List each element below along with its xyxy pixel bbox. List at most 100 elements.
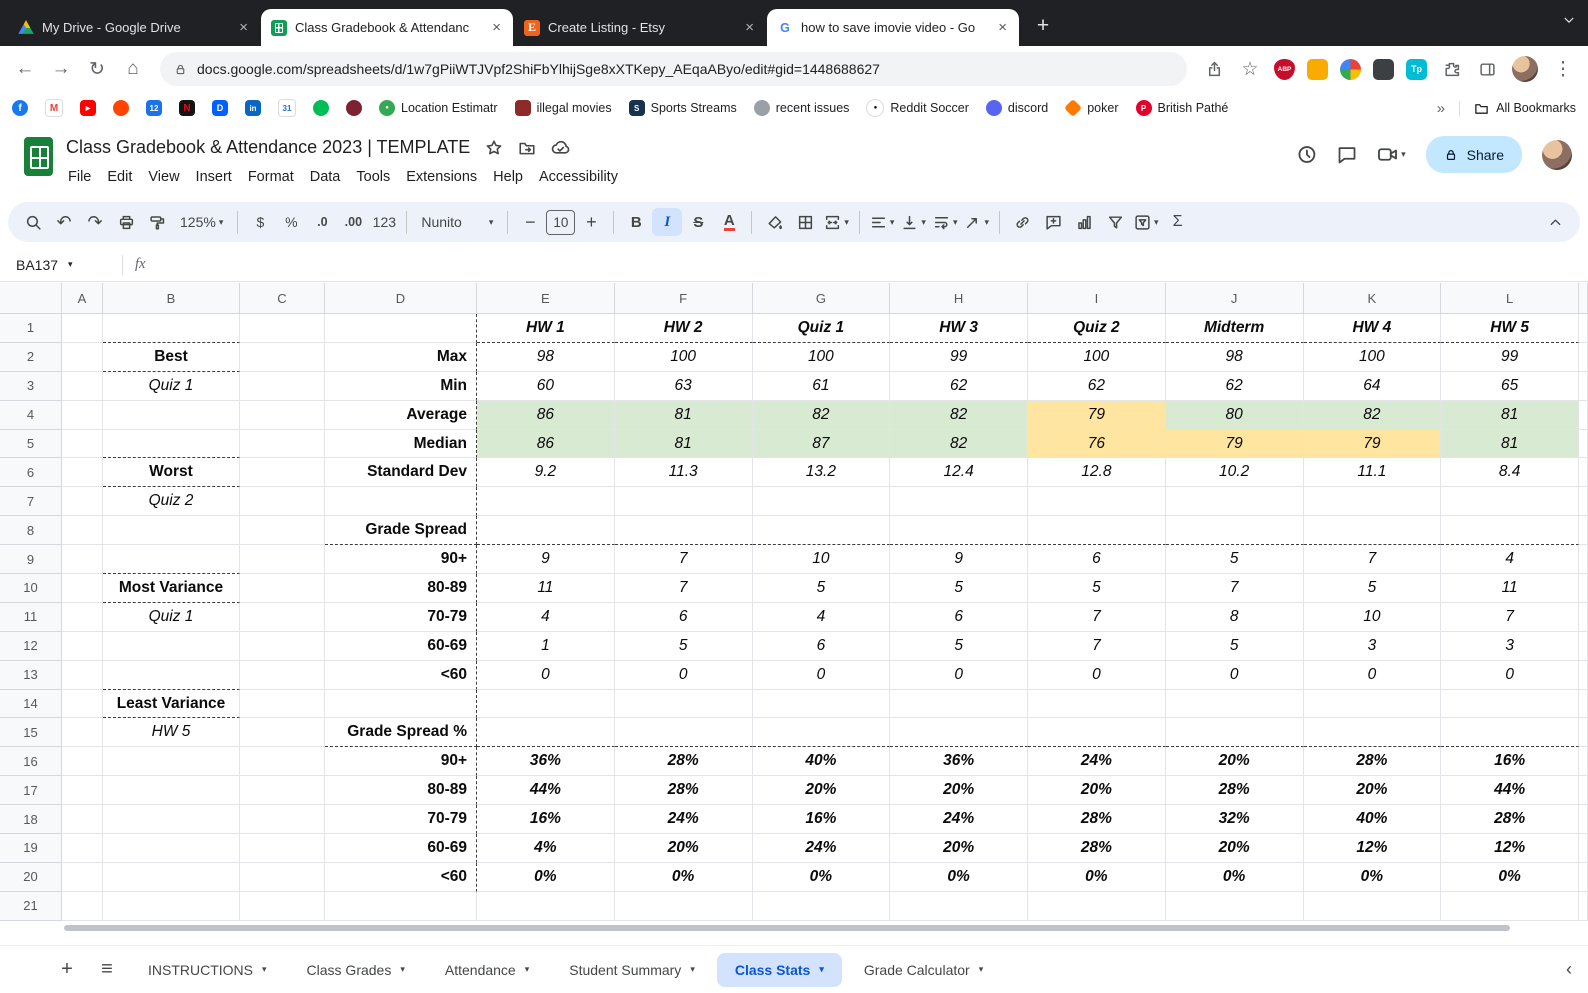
cell-L18[interactable]: 28% xyxy=(1441,805,1579,835)
cell-H21[interactable] xyxy=(890,891,1028,921)
format-currency-button[interactable]: $ xyxy=(245,208,275,236)
cell-F21[interactable] xyxy=(614,891,753,921)
menu-tools[interactable]: Tools xyxy=(356,169,391,185)
cell-A4[interactable] xyxy=(62,400,103,430)
cell-B8[interactable] xyxy=(103,516,240,546)
cell-A8[interactable] xyxy=(62,516,103,546)
cell-A18[interactable] xyxy=(62,805,103,835)
cell-J5[interactable]: 79 xyxy=(1165,429,1304,459)
cell-J19[interactable]: 20% xyxy=(1165,834,1304,863)
cell-L7[interactable] xyxy=(1441,487,1579,517)
cell-K2[interactable]: 100 xyxy=(1303,342,1442,372)
cell-D8[interactable]: Grade Spread xyxy=(325,516,477,546)
column-header-B[interactable]: B xyxy=(103,283,240,314)
cell-D9[interactable]: 90+ xyxy=(325,545,477,575)
cell-J18[interactable]: 32% xyxy=(1165,805,1304,835)
strikethrough-button[interactable]: S xyxy=(683,208,713,236)
create-filter-button[interactable] xyxy=(1100,208,1130,236)
cell-D17[interactable]: 80-89 xyxy=(325,776,477,806)
tab-close-icon[interactable]: × xyxy=(492,19,501,36)
cell-J9[interactable]: 5 xyxy=(1165,545,1304,575)
cell-I6[interactable]: 12.8 xyxy=(1028,458,1166,488)
tampermonkey-extension-icon[interactable]: Tp xyxy=(1406,58,1427,80)
cell-D14[interactable] xyxy=(325,689,477,719)
star-icon[interactable] xyxy=(485,139,503,157)
cell-G21[interactable] xyxy=(752,891,891,921)
cell-E21[interactable] xyxy=(477,891,615,921)
cell-F5[interactable]: 81 xyxy=(614,429,753,459)
cell-L20[interactable]: 0% xyxy=(1441,862,1579,892)
cell-C6[interactable] xyxy=(240,458,325,488)
cell-F7[interactable] xyxy=(614,487,753,517)
sheet-tabs-scroll-button[interactable]: ‹ xyxy=(1550,959,1588,980)
cell-G20[interactable]: 0% xyxy=(752,862,891,892)
cell-I1[interactable]: Quiz 2 xyxy=(1028,314,1166,343)
cell-D10[interactable]: 80-89 xyxy=(325,574,477,603)
bookmark-gcal[interactable]: 31 xyxy=(278,99,296,117)
cell-I4[interactable]: 79 xyxy=(1028,400,1166,430)
cell-G16[interactable]: 40% xyxy=(752,747,891,777)
cell-J15[interactable] xyxy=(1165,718,1304,748)
cell-H7[interactable] xyxy=(890,487,1028,517)
cell-J16[interactable]: 20% xyxy=(1165,747,1304,777)
undo-button[interactable]: ↶ xyxy=(49,208,79,236)
cell-L13[interactable]: 0 xyxy=(1441,660,1579,690)
cell-G15[interactable] xyxy=(752,718,891,748)
cell-J13[interactable]: 0 xyxy=(1165,660,1304,690)
cell-C9[interactable] xyxy=(240,545,325,575)
bookmark-british-path[interactable]: P British Pathé xyxy=(1135,100,1228,116)
bookmark-youtube[interactable]: ▶ xyxy=(80,100,96,116)
cell-D18[interactable]: 70-79 xyxy=(325,805,477,835)
cell-K1[interactable]: HW 4 xyxy=(1303,314,1442,343)
cell-C10[interactable] xyxy=(240,574,325,603)
cell-F4[interactable]: 81 xyxy=(614,400,753,430)
cell-G4[interactable]: 82 xyxy=(752,400,891,430)
cell-E7[interactable] xyxy=(477,487,615,517)
cell-C2[interactable] xyxy=(240,342,325,372)
cell-C15[interactable] xyxy=(240,718,325,748)
cell-K5[interactable]: 79 xyxy=(1303,429,1442,459)
menu-data[interactable]: Data xyxy=(309,169,341,185)
format-percent-button[interactable]: % xyxy=(276,208,306,236)
horizontal-scrollbar-thumb[interactable] xyxy=(64,925,1510,931)
cell-F14[interactable] xyxy=(614,689,753,719)
cell-J14[interactable] xyxy=(1165,689,1304,719)
cell-C4[interactable] xyxy=(240,400,325,430)
cell-H2[interactable]: 99 xyxy=(890,342,1028,372)
text-wrap-button[interactable]: ▾ xyxy=(930,208,961,236)
cell-A5[interactable] xyxy=(62,429,103,459)
cell-A6[interactable] xyxy=(62,458,103,488)
cell-B10[interactable]: Most Variance xyxy=(103,574,240,603)
cell-K17[interactable]: 20% xyxy=(1303,776,1442,806)
collapse-toolbar-button[interactable] xyxy=(1540,208,1570,236)
cell-K16[interactable]: 28% xyxy=(1303,747,1442,777)
menu-accessibility[interactable]: Accessibility xyxy=(539,169,618,185)
cell-B21[interactable] xyxy=(103,891,240,921)
sheet-tab-grade-calculator[interactable]: Grade Calculator ▾ xyxy=(846,953,1001,987)
column-header-C[interactable]: C xyxy=(240,283,325,314)
cell-C18[interactable] xyxy=(240,805,325,835)
cell-A3[interactable] xyxy=(62,371,103,401)
cell-J8[interactable] xyxy=(1165,516,1304,546)
cell-K9[interactable]: 7 xyxy=(1303,545,1442,575)
cell-B5[interactable] xyxy=(103,429,240,459)
cell-A21[interactable] xyxy=(62,891,103,921)
cell-E1[interactable]: HW 1 xyxy=(477,314,615,343)
cell-J7[interactable] xyxy=(1165,487,1304,517)
bookmark-calendar[interactable]: 12 xyxy=(146,100,162,116)
cell-C5[interactable] xyxy=(240,429,325,459)
cell-C3[interactable] xyxy=(240,371,325,401)
row-header-12[interactable]: 12 xyxy=(0,631,62,661)
cell-L14[interactable] xyxy=(1441,689,1579,719)
cell-L3[interactable]: 65 xyxy=(1441,371,1579,401)
cell-H9[interactable]: 9 xyxy=(890,545,1028,575)
cloud-status-icon[interactable] xyxy=(551,138,570,157)
cell-F8[interactable] xyxy=(614,516,753,546)
menu-help[interactable]: Help xyxy=(493,169,523,185)
cell-B9[interactable] xyxy=(103,545,240,575)
cell-G11[interactable]: 4 xyxy=(752,602,891,632)
cell-B3[interactable]: Quiz 1 xyxy=(103,371,240,401)
menu-format[interactable]: Format xyxy=(247,169,294,185)
number-format-button[interactable]: 123 xyxy=(369,208,399,236)
row-header-9[interactable]: 9 xyxy=(0,545,62,575)
